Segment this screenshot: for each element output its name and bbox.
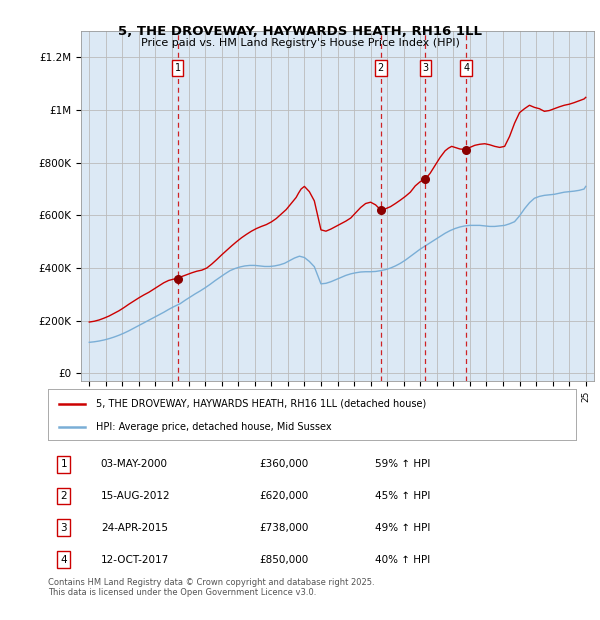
Text: 5, THE DROVEWAY, HAYWARDS HEATH, RH16 1LL: 5, THE DROVEWAY, HAYWARDS HEATH, RH16 1L… [118,25,482,38]
Text: 59% ↑ HPI: 59% ↑ HPI [376,459,431,469]
Text: 3: 3 [422,63,428,73]
Text: 2: 2 [378,63,384,73]
Text: 2: 2 [61,491,67,501]
Text: £360,000: £360,000 [259,459,308,469]
Text: 45% ↑ HPI: 45% ↑ HPI [376,491,431,501]
Text: £620,000: £620,000 [259,491,308,501]
Text: 1: 1 [175,63,181,73]
Text: Contains HM Land Registry data © Crown copyright and database right 2025.
This d: Contains HM Land Registry data © Crown c… [48,578,374,597]
Text: 4: 4 [463,63,469,73]
Text: 1: 1 [61,459,67,469]
Text: £738,000: £738,000 [259,523,308,533]
Text: 5, THE DROVEWAY, HAYWARDS HEATH, RH16 1LL (detached house): 5, THE DROVEWAY, HAYWARDS HEATH, RH16 1L… [95,399,426,409]
Text: Price paid vs. HM Land Registry's House Price Index (HPI): Price paid vs. HM Land Registry's House … [140,38,460,48]
Text: 4: 4 [61,554,67,565]
Text: 40% ↑ HPI: 40% ↑ HPI [376,554,431,565]
Text: 49% ↑ HPI: 49% ↑ HPI [376,523,431,533]
Text: HPI: Average price, detached house, Mid Sussex: HPI: Average price, detached house, Mid … [95,422,331,433]
Text: 03-MAY-2000: 03-MAY-2000 [101,459,168,469]
Text: 24-APR-2015: 24-APR-2015 [101,523,168,533]
Text: 3: 3 [61,523,67,533]
Text: 15-AUG-2012: 15-AUG-2012 [101,491,170,501]
Text: £850,000: £850,000 [259,554,308,565]
Text: 12-OCT-2017: 12-OCT-2017 [101,554,169,565]
